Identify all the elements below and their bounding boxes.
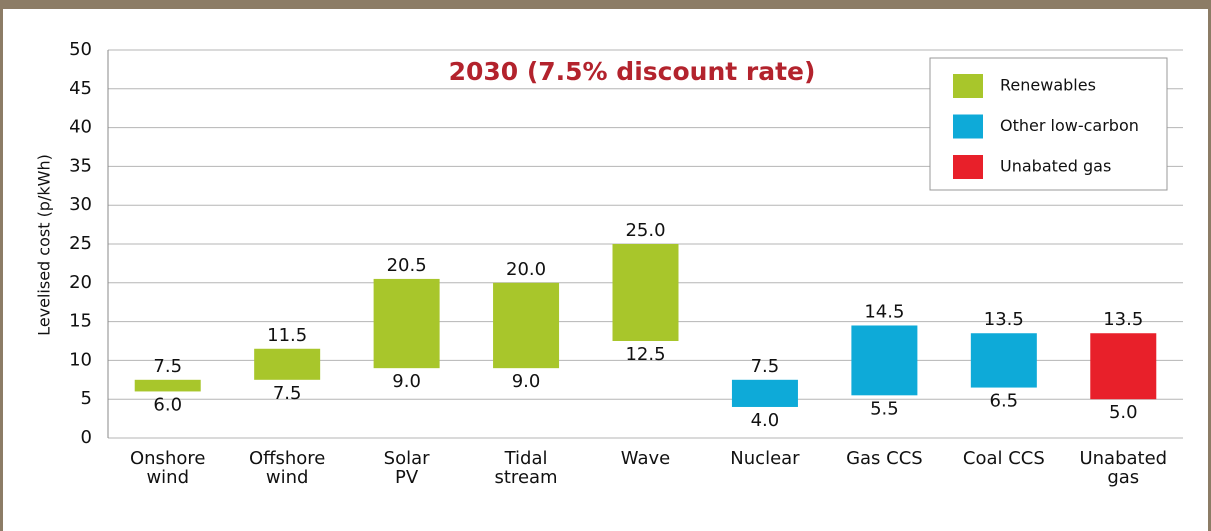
x-tick-label: Nuclear bbox=[730, 448, 800, 469]
x-tick-label: Coal CCS bbox=[963, 448, 1045, 469]
bar bbox=[493, 282, 560, 369]
low-label: 12.5 bbox=[625, 344, 665, 365]
right-border bbox=[1208, 0, 1211, 531]
low-label: 9.0 bbox=[512, 371, 541, 392]
x-tick-label: Solar bbox=[384, 448, 430, 469]
y-tick-label: 40 bbox=[69, 117, 92, 138]
low-label: 7.5 bbox=[273, 383, 302, 404]
legend-swatch bbox=[953, 114, 983, 139]
x-tick-label: stream bbox=[495, 467, 558, 488]
bar bbox=[851, 325, 918, 396]
y-tick-label: 0 bbox=[81, 427, 92, 448]
legend-label: Other low-carbon bbox=[1000, 116, 1139, 135]
left-border bbox=[0, 0, 3, 531]
x-tick-label: wind bbox=[266, 467, 309, 488]
y-tick-label: 10 bbox=[69, 349, 92, 370]
low-label: 6.0 bbox=[153, 394, 182, 415]
y-tick-label: 20 bbox=[69, 272, 92, 293]
y-axis-label: Levelised cost (p/kWh) bbox=[35, 154, 54, 336]
bar bbox=[373, 278, 440, 369]
bar bbox=[612, 244, 679, 341]
low-label: 6.5 bbox=[990, 391, 1019, 412]
x-tick-label: Onshore bbox=[130, 448, 205, 469]
y-tick-label: 35 bbox=[69, 155, 92, 176]
x-tick-label: Wave bbox=[621, 448, 670, 469]
x-tick-label: wind bbox=[146, 467, 189, 488]
y-tick-label: 50 bbox=[69, 39, 92, 60]
bar bbox=[1090, 333, 1157, 400]
grid: 0 5 10 15 20 25 30 35 40 45 50 bbox=[69, 39, 1183, 448]
high-label: 7.5 bbox=[153, 356, 182, 377]
high-label: 14.5 bbox=[864, 301, 904, 322]
x-tick-label: PV bbox=[395, 467, 419, 488]
y-tick-label: 15 bbox=[69, 311, 92, 332]
high-label: 7.5 bbox=[751, 356, 780, 377]
x-tick-label: Tidal bbox=[504, 448, 548, 469]
y-tick-label: 45 bbox=[69, 78, 92, 99]
high-label: 13.5 bbox=[1103, 309, 1143, 330]
x-tick-label: Gas CCS bbox=[846, 448, 923, 469]
bar bbox=[254, 348, 321, 380]
bars: 7.5 6.0 11.5 7.5 20.5 9.0 20.0 9.0 25.0 12.5 7.5 4.… bbox=[134, 220, 1157, 431]
y-tick-label: 25 bbox=[69, 233, 92, 254]
low-label: 5.0 bbox=[1109, 402, 1138, 423]
y-tick-label: 5 bbox=[81, 388, 92, 409]
bar bbox=[134, 379, 201, 392]
legend-label: Renewables bbox=[1000, 76, 1096, 95]
high-label: 13.5 bbox=[984, 309, 1024, 330]
bar bbox=[970, 333, 1037, 388]
legend: Renewables Other low-carbon Unabated gas bbox=[953, 74, 1139, 179]
legend-swatch bbox=[953, 74, 983, 98]
low-label: 5.5 bbox=[870, 398, 899, 419]
legend-label: Unabated gas bbox=[1000, 157, 1111, 176]
x-tick-label: Offshore bbox=[249, 448, 325, 469]
top-band bbox=[0, 0, 1211, 9]
x-tick-label: Unabated bbox=[1079, 448, 1167, 469]
low-label: 9.0 bbox=[392, 371, 421, 392]
high-label: 20.5 bbox=[387, 255, 427, 276]
bar bbox=[731, 379, 798, 407]
chart-title: 2030 (7.5% discount rate) bbox=[449, 57, 816, 86]
high-label: 11.5 bbox=[267, 325, 307, 346]
legend-swatch bbox=[953, 155, 983, 179]
high-label: 20.0 bbox=[506, 259, 546, 280]
high-label: 25.0 bbox=[625, 220, 665, 241]
x-tick-label: gas bbox=[1107, 467, 1139, 488]
y-tick-label: 30 bbox=[69, 194, 92, 215]
low-label: 4.0 bbox=[751, 410, 780, 431]
